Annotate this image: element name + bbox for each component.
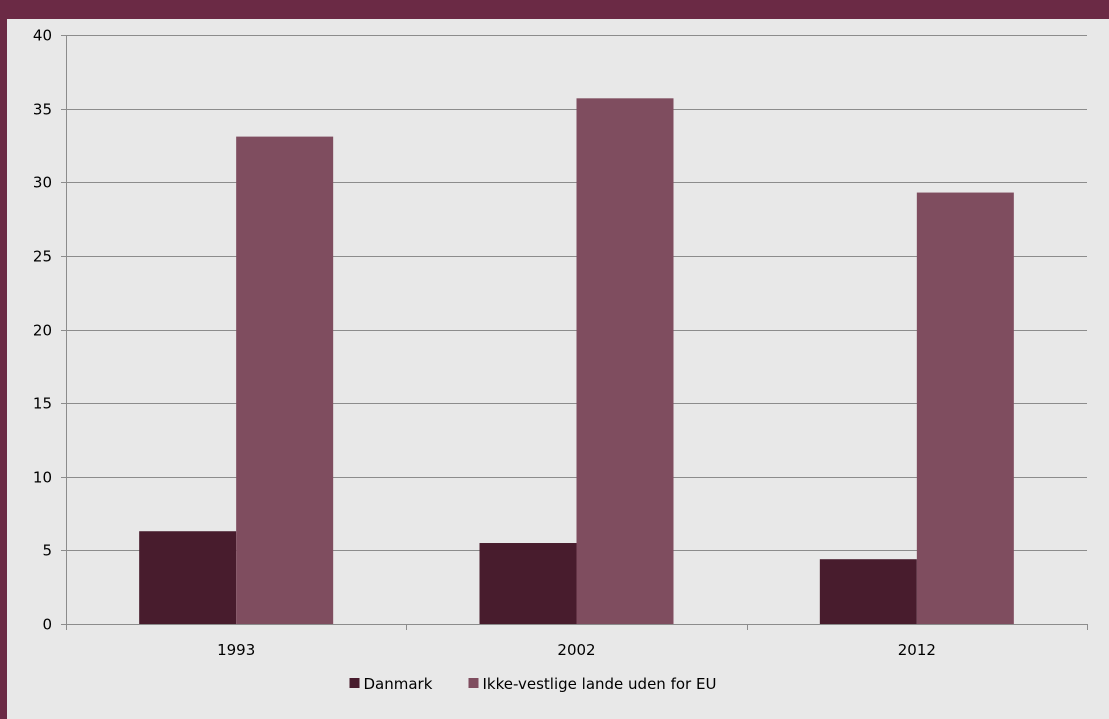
y-tick-label: 5 <box>42 542 52 560</box>
bar-danmark-2002 <box>479 543 577 624</box>
bar-ikke-vestlige-2002 <box>576 98 674 624</box>
bar-chart: 0 5 10 15 20 25 30 35 40 1993 2002 2012 Danmark Ikk… <box>33 27 1088 693</box>
y-tick-label: 25 <box>33 248 52 266</box>
y-tick-label: 0 <box>42 616 52 634</box>
y-axis-ticks: 0 5 10 15 20 25 30 35 40 <box>33 27 52 634</box>
axes <box>66 35 1088 630</box>
legend-label-ikke-vestlige: Ikke-vestlige lande uden for EU <box>483 675 717 693</box>
legend-swatch-danmark <box>349 678 360 688</box>
y-tick-label: 15 <box>33 395 52 413</box>
legend-label-danmark: Danmark <box>364 675 433 693</box>
y-tick-label: 20 <box>33 322 52 340</box>
bar-ikke-vestlige-2012 <box>916 192 1014 624</box>
bar-group <box>139 98 1014 624</box>
y-tick-label: 10 <box>33 469 52 487</box>
legend: Danmark Ikke-vestlige lande uden for EU <box>349 675 717 693</box>
x-tick-label: 2002 <box>557 641 595 659</box>
y-tick-label: 40 <box>33 27 52 45</box>
x-tick-label: 2012 <box>898 641 936 659</box>
x-tick-label: 1993 <box>217 641 255 659</box>
bar-ikke-vestlige-1993 <box>236 136 334 624</box>
y-tick-label: 35 <box>33 101 52 119</box>
x-axis-ticks: 1993 2002 2012 <box>217 641 936 659</box>
chart-area: 0 5 10 15 20 25 30 35 40 1993 2002 2012 Danmark Ikk… <box>7 19 1109 719</box>
bar-danmark-2012 <box>819 559 917 624</box>
legend-swatch-ikke-vestlige <box>468 678 479 688</box>
bar-danmark-1993 <box>139 531 237 624</box>
y-tick-label: 30 <box>33 174 52 192</box>
